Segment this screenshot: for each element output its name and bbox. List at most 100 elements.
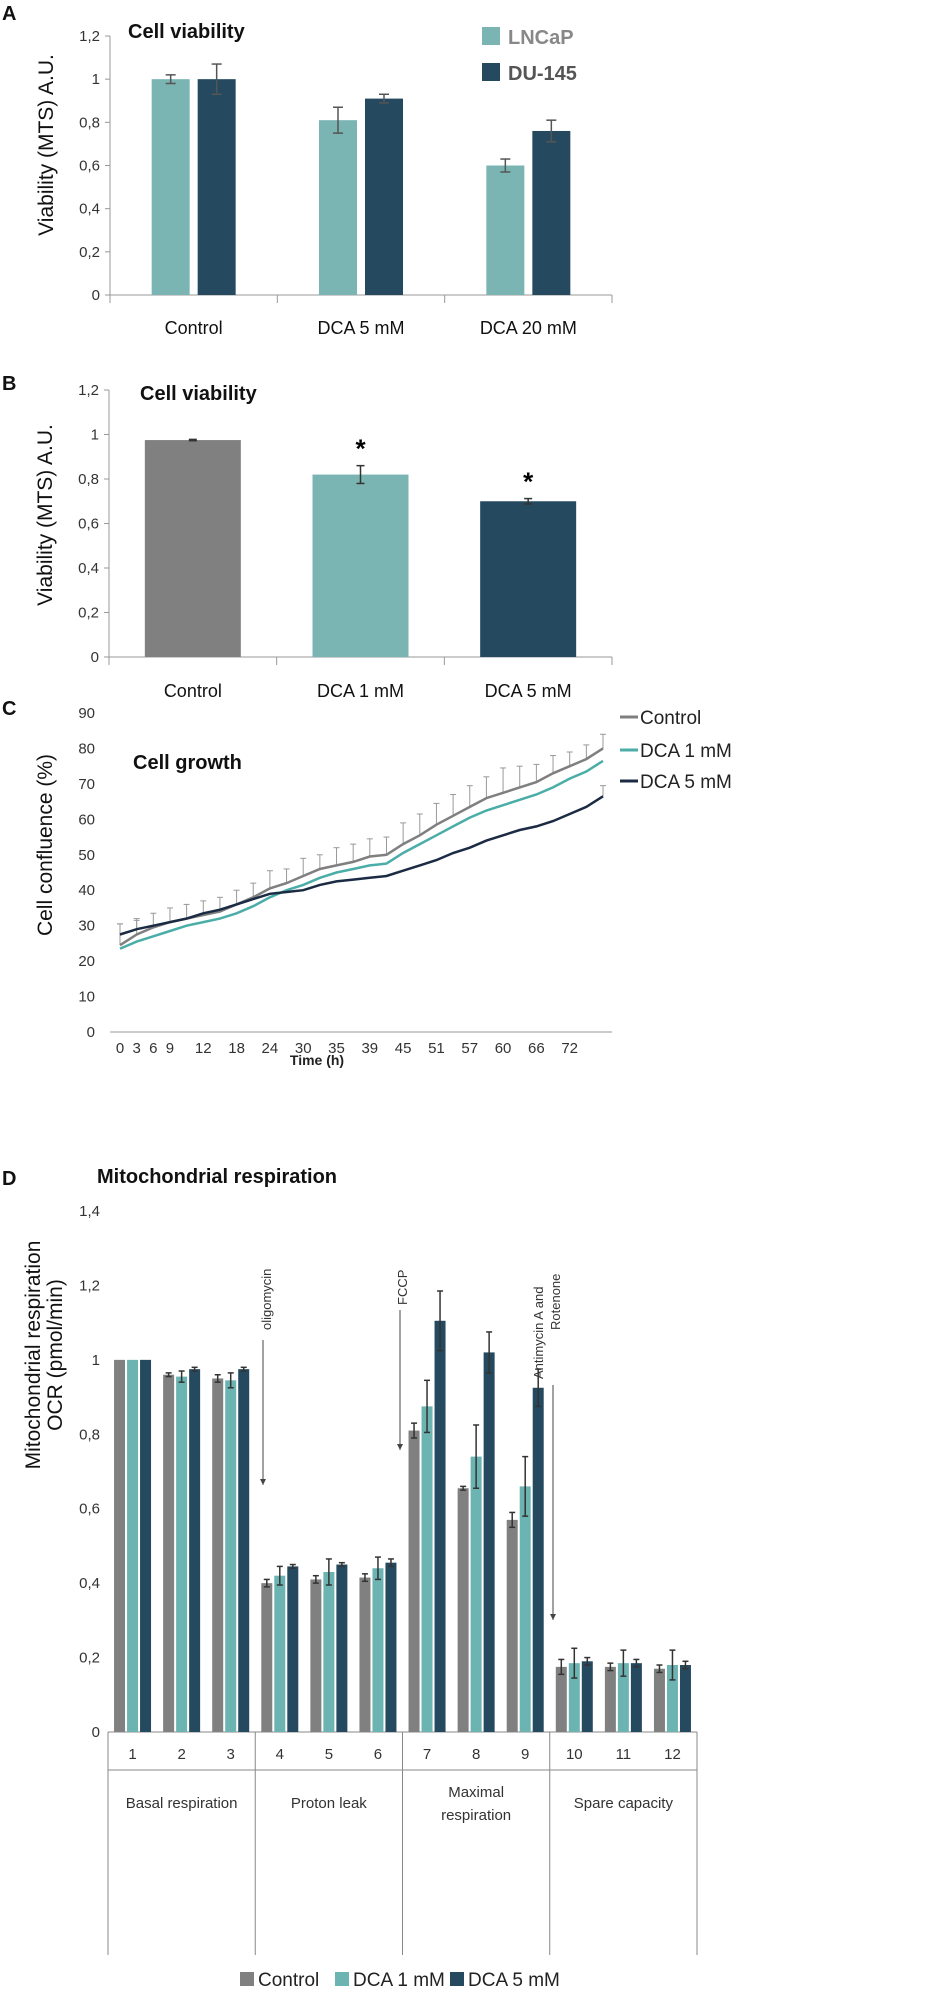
x-tick-label-c: 24 <box>262 1040 279 1057</box>
y-tick-label-c: 80 <box>78 740 95 757</box>
x-tick-label-c: 35 <box>328 1040 345 1057</box>
panel-label-b: B <box>2 373 16 395</box>
chart-a-legend: LNCaP DU-145 <box>482 27 577 85</box>
x-group-label-d-2: respiration <box>441 1807 511 1824</box>
y-tick-label-a: 0,8 <box>79 114 100 131</box>
y-tick-label-d: 1 <box>92 1352 100 1369</box>
chart-b-ylabel: Viability (MTS) A.U. <box>34 424 57 606</box>
bar-d <box>114 1359 126 1732</box>
chart-d-ylabel-line2: OCR (pmol/min) <box>44 1279 67 1431</box>
x-tick-label-c: 30 <box>295 1040 312 1057</box>
x-category-label-a: DCA 5 mM <box>317 318 404 338</box>
panel-label-a: A <box>2 3 16 25</box>
x-tick-label-c: 39 <box>361 1040 378 1057</box>
y-tick-label-c: 60 <box>78 811 95 828</box>
legend-swatch-dca5-d <box>450 1972 464 1986</box>
bar-d <box>408 1430 420 1732</box>
x-group-label-d: Spare capacity <box>574 1795 674 1812</box>
bar-d <box>617 1663 629 1732</box>
bar-d <box>336 1564 348 1732</box>
chart-b-bars: Control DCA 1 mM * DCA 5 mM * <box>144 434 577 701</box>
panel-c: C Cell growth Cell confluence (%) Time (… <box>0 695 945 1095</box>
y-tick-label-d: 0,2 <box>79 1650 100 1667</box>
x-tick-label-c: 66 <box>528 1040 545 1057</box>
x-category-label-b: DCA 5 mM <box>485 681 572 701</box>
bar-d <box>310 1579 322 1732</box>
significance-star: * <box>523 467 534 497</box>
x-group-label-d: Maximal <box>448 1784 504 1801</box>
bar-d <box>457 1488 469 1732</box>
x-category-label-d: 2 <box>177 1746 185 1763</box>
bar-d <box>127 1359 139 1732</box>
chart-c-legend: Control DCA 1 mM DCA 5 mM <box>620 708 732 793</box>
y-tick-label-d: 1,4 <box>79 1203 100 1220</box>
y-tick-label-d: 0,4 <box>79 1575 100 1592</box>
bar-d <box>163 1374 175 1732</box>
series-line-1 <box>119 759 604 950</box>
series-line-0 <box>119 747 604 947</box>
y-tick-label-d: 0,8 <box>79 1426 100 1443</box>
series-line-2 <box>119 795 604 936</box>
x-tick-label-c: 72 <box>561 1040 578 1057</box>
treatment-arrowhead <box>397 1444 403 1450</box>
bar-d <box>385 1562 397 1732</box>
legend-label-du145: DU-145 <box>508 63 577 85</box>
y-tick-label-c: 10 <box>78 989 95 1006</box>
significance-star: * <box>355 434 366 464</box>
bar-d <box>359 1577 371 1732</box>
legend-label-control-d: Control <box>258 1970 319 1991</box>
x-category-label-b: DCA 1 mM <box>317 681 404 701</box>
bar-d <box>238 1369 250 1732</box>
chart-a-svg: A Cell viability Viability (MTS) A.U. 00… <box>2 3 613 338</box>
x-category-label-d: 3 <box>227 1746 235 1763</box>
x-tick-label-c: 6 <box>149 1040 157 1057</box>
bar-d <box>421 1406 433 1732</box>
chart-a-axes: 0 0,2 0,4 0,6 0,8 1 1,2 <box>79 28 613 304</box>
bar-d <box>653 1668 665 1732</box>
chart-d-bars <box>114 1290 691 1732</box>
x-category-label-a: Control <box>165 318 223 338</box>
bar-b <box>144 440 241 657</box>
bar-b <box>480 501 577 657</box>
x-tick-label-c: 9 <box>166 1040 174 1057</box>
x-category-label-d: 6 <box>374 1746 382 1763</box>
legend-swatch-control-d <box>240 1972 254 1986</box>
y-tick-label-d: 0,6 <box>79 1501 100 1518</box>
annotation-oligomycin: oligomycin <box>259 1269 274 1330</box>
panel-label-d: D <box>2 1168 16 1190</box>
bar-a-du-145 <box>197 79 236 296</box>
bar-d <box>261 1583 273 1732</box>
bar-d <box>274 1575 286 1732</box>
chart-d-title: Mitochondrial respiration <box>97 1166 337 1188</box>
legend-swatch-dca1-d <box>335 1972 349 1986</box>
bar-d <box>189 1369 201 1732</box>
chart-d-annotations: oligomycin FCCP Antimycin A and Rotenone <box>259 1269 563 1620</box>
x-tick-label-c: 60 <box>495 1040 512 1057</box>
treatment-arrowhead <box>550 1614 556 1620</box>
y-tick-label-b: 0,4 <box>78 560 99 577</box>
bar-d <box>287 1566 299 1732</box>
annotation-rotenone: Rotenone <box>548 1274 563 1330</box>
y-tick-label-c: 90 <box>78 705 95 722</box>
x-category-label-d: 11 <box>616 1746 632 1763</box>
chart-b-svg: B Cell viability Viability (MTS) A.U. 0 0… <box>2 373 613 701</box>
y-tick-label-b: 1 <box>91 427 99 444</box>
y-tick-label-d: 0 <box>92 1724 100 1741</box>
y-tick-label-b: 0,8 <box>78 471 99 488</box>
y-tick-label-a: 1,2 <box>79 28 100 45</box>
y-tick-label-b: 1,2 <box>78 382 99 399</box>
chart-c-xlabel: Time (h) <box>290 1052 344 1068</box>
bar-b <box>312 474 409 657</box>
x-group-label-d: Proton leak <box>291 1795 367 1812</box>
bar-a-lncap <box>151 79 190 296</box>
chart-c-ylabel: Cell confluence (%) <box>34 754 57 936</box>
x-tick-label-c: 0 <box>116 1040 124 1057</box>
panel-label-c: C <box>2 698 16 720</box>
x-group-label-d: Basal respiration <box>126 1795 238 1812</box>
bar-a-du-145 <box>532 130 571 295</box>
y-tick-label-b: 0 <box>91 649 99 666</box>
x-category-label-d: 8 <box>472 1746 480 1763</box>
x-category-label-d: 9 <box>521 1746 529 1763</box>
y-tick-label-c: 0 <box>87 1024 95 1041</box>
